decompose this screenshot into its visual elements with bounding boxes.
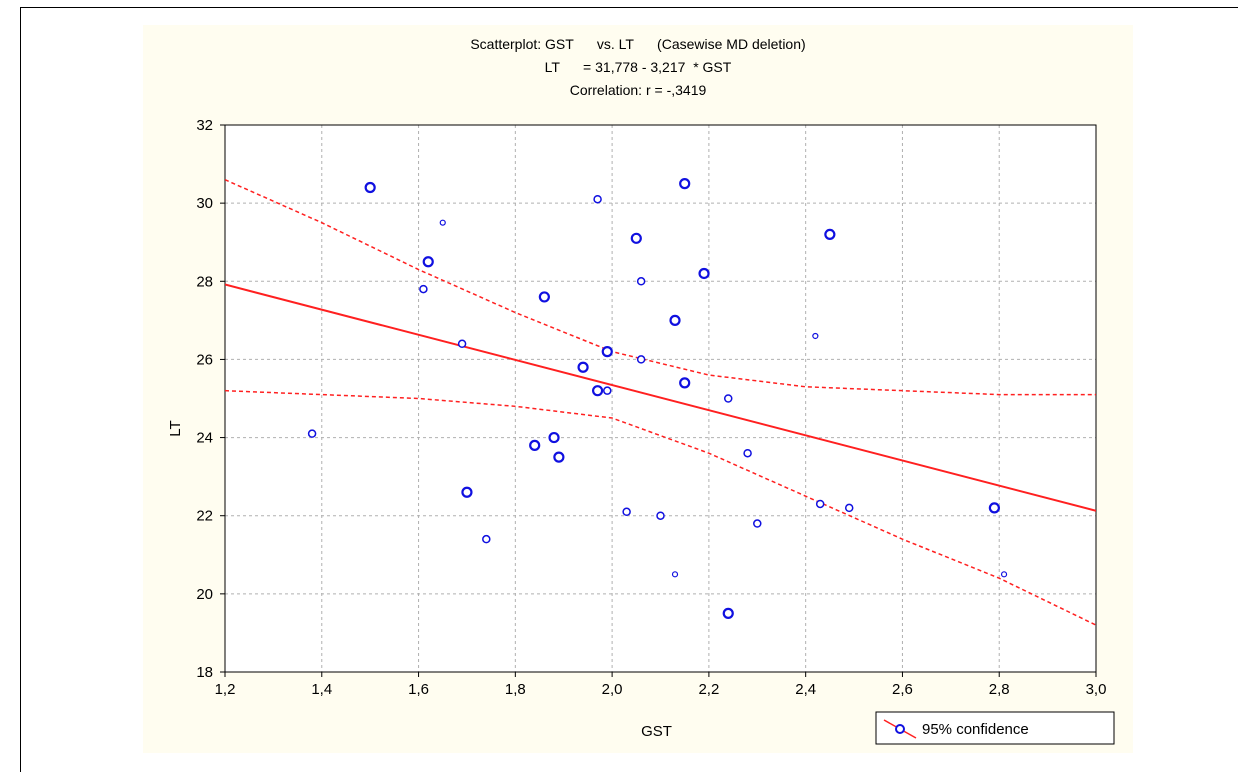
y-tick-label: 20 [196,586,213,603]
data-point [548,431,560,444]
data-point [457,339,467,349]
x-tick-label: 2,6 [892,681,913,698]
chart-title-line-2: LT = 31,778 - 3,217 * GST [544,59,732,75]
data-point [538,291,550,303]
x-tick-label: 2,2 [698,681,719,698]
data-point [636,277,646,286]
data-point [577,361,589,373]
y-tick-label: 22 [196,508,213,525]
data-point [461,486,473,498]
data-point [669,314,681,326]
data-point [529,439,541,451]
data-point [723,394,733,403]
data-point [630,232,642,244]
x-tick-label: 1,8 [505,681,526,698]
confidence-band-upper [225,179,1096,396]
y-tick-label: 26 [196,351,213,368]
data-point [422,256,434,268]
data-point [591,385,604,397]
plot-content [225,178,1096,626]
data-point [636,355,646,364]
data-point [815,499,825,509]
y-tick-label: 28 [196,273,213,290]
chart-title-line-1: Scatterplot: GST vs. LT (Casewise MD del… [470,36,806,52]
x-tick-label: 2,8 [989,681,1010,698]
y-axis-label: LT [167,420,184,436]
data-point [671,571,679,578]
x-axis-label: GST [641,723,672,740]
chart-title-line-3: Correlation: r = -,3419 [569,82,707,98]
legend-label: 95% confidence [922,721,1029,738]
page-frame [20,7,1238,772]
data-point [743,448,752,458]
data-point [622,507,631,517]
y-tick-label: 32 [196,117,213,134]
data-point [679,377,691,389]
legend-box [875,711,1115,745]
regression-line [225,283,1096,512]
data-point [844,503,854,513]
data-point [439,219,446,226]
data-point [1000,571,1008,578]
data-point [553,451,565,463]
data-point [722,607,734,619]
legend-marker-swatch [895,724,905,734]
data-point [698,267,710,280]
x-tick-label: 2,0 [602,681,623,698]
data-point [482,534,491,544]
data-point [753,519,762,528]
plot-frame [224,124,1097,673]
data-point [419,284,428,294]
x-tick-label: 2,4 [795,681,816,698]
y-tick-label: 24 [196,430,213,447]
data-point [601,346,613,358]
x-tick-label: 3,0 [1086,681,1107,698]
data-point [603,386,612,395]
y-tick-label: 30 [196,195,213,212]
data-point [364,181,376,194]
x-tick-label: 1,4 [311,681,332,698]
data-point [812,332,819,340]
data-point [593,194,602,204]
x-tick-label: 1,2 [215,681,236,698]
data-point [988,502,1000,514]
data-point [656,511,665,520]
data-point [307,429,317,438]
data-point [679,178,691,190]
x-tick-label: 1,6 [408,681,429,698]
data-point [824,228,836,240]
y-tick-label: 18 [196,664,213,681]
